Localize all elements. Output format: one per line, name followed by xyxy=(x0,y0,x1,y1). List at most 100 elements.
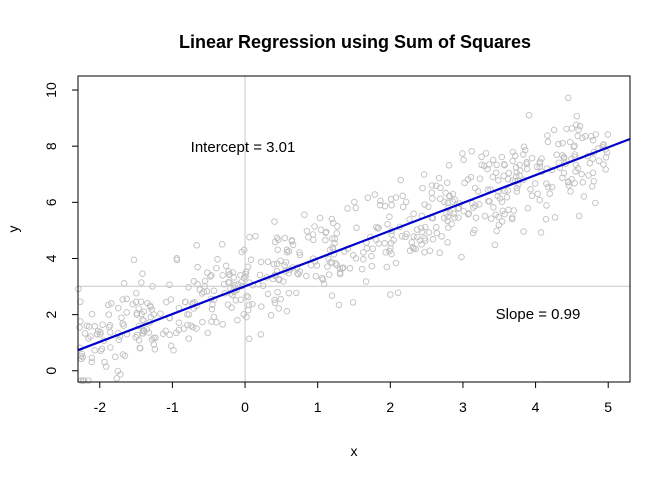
data-point xyxy=(372,223,380,231)
data-point xyxy=(316,214,324,222)
data-point xyxy=(246,233,253,241)
data-point xyxy=(455,214,462,221)
data-point xyxy=(571,151,579,158)
data-point xyxy=(358,265,366,273)
data-point xyxy=(133,289,140,297)
data-point xyxy=(478,153,485,161)
data-point xyxy=(501,210,508,218)
data-point xyxy=(533,163,541,171)
data-point xyxy=(334,223,341,230)
data-point xyxy=(555,140,562,148)
data-point xyxy=(449,198,457,205)
data-point xyxy=(283,248,291,256)
data-point xyxy=(79,353,86,361)
data-point xyxy=(351,198,358,206)
data-point xyxy=(567,188,574,195)
data-point xyxy=(495,213,502,221)
data-point xyxy=(510,207,518,214)
data-point xyxy=(133,309,141,317)
data-point xyxy=(536,158,544,165)
data-point xyxy=(222,262,230,270)
data-point xyxy=(283,308,291,315)
data-point xyxy=(410,245,417,252)
data-point xyxy=(565,182,572,189)
data-point xyxy=(234,281,242,288)
data-point xyxy=(575,126,582,134)
data-point xyxy=(551,214,559,221)
data-point xyxy=(421,248,428,256)
data-point xyxy=(283,246,291,254)
data-point xyxy=(451,214,458,221)
y-tick-label: 6 xyxy=(43,198,59,206)
data-point xyxy=(322,236,329,244)
data-point xyxy=(375,240,383,247)
data-point xyxy=(470,204,477,211)
data-point xyxy=(317,226,325,234)
data-point xyxy=(264,258,272,265)
data-point xyxy=(469,200,476,207)
data-point xyxy=(384,220,391,228)
data-point xyxy=(285,289,293,297)
data-point xyxy=(563,125,570,133)
data-point xyxy=(243,292,250,299)
data-point xyxy=(360,249,367,256)
data-point xyxy=(144,299,151,307)
data-point xyxy=(548,183,556,191)
data-point xyxy=(119,296,126,303)
data-point xyxy=(200,288,207,296)
data-point xyxy=(360,256,367,263)
data-point xyxy=(118,314,125,321)
data-point xyxy=(140,308,147,315)
data-point xyxy=(115,336,123,344)
data-point xyxy=(213,318,220,326)
data-point xyxy=(331,239,338,247)
data-point xyxy=(425,203,432,211)
data-point xyxy=(117,371,124,378)
data-point xyxy=(450,210,457,217)
data-point xyxy=(406,247,414,254)
data-point xyxy=(437,195,444,202)
data-point xyxy=(536,196,543,204)
data-point xyxy=(476,175,484,182)
data-point xyxy=(520,143,528,150)
data-point xyxy=(443,179,451,186)
data-point xyxy=(468,147,475,155)
data-point xyxy=(256,271,264,279)
data-point xyxy=(208,305,216,313)
data-point xyxy=(499,207,506,215)
data-point xyxy=(138,279,145,286)
data-point xyxy=(523,165,531,173)
data-point xyxy=(99,321,106,328)
data-point xyxy=(245,335,253,343)
data-point xyxy=(392,194,400,201)
data-point xyxy=(274,246,281,253)
data-point xyxy=(119,320,126,327)
data-point xyxy=(566,138,574,146)
data-point xyxy=(368,262,376,270)
data-point xyxy=(244,306,252,314)
data-point xyxy=(281,262,288,269)
x-axis-label: x xyxy=(351,443,358,459)
data-point xyxy=(399,203,407,211)
data-point xyxy=(147,303,154,311)
data-point xyxy=(478,161,485,169)
y-axis-label: y xyxy=(5,226,21,233)
data-point xyxy=(537,229,545,236)
data-point xyxy=(270,260,278,268)
x-tick-label: 5 xyxy=(604,399,612,415)
data-point xyxy=(464,211,472,218)
data-point xyxy=(224,301,232,308)
data-point xyxy=(271,218,278,225)
data-point xyxy=(303,227,311,235)
data-point xyxy=(247,256,255,263)
data-point xyxy=(257,331,265,338)
data-point xyxy=(493,227,500,235)
data-point xyxy=(129,300,136,308)
data-point xyxy=(240,311,247,318)
data-point xyxy=(550,126,558,134)
data-point xyxy=(575,212,583,220)
data-point xyxy=(130,256,138,264)
data-point xyxy=(486,198,493,205)
data-point xyxy=(449,190,457,198)
data-point xyxy=(274,260,281,268)
